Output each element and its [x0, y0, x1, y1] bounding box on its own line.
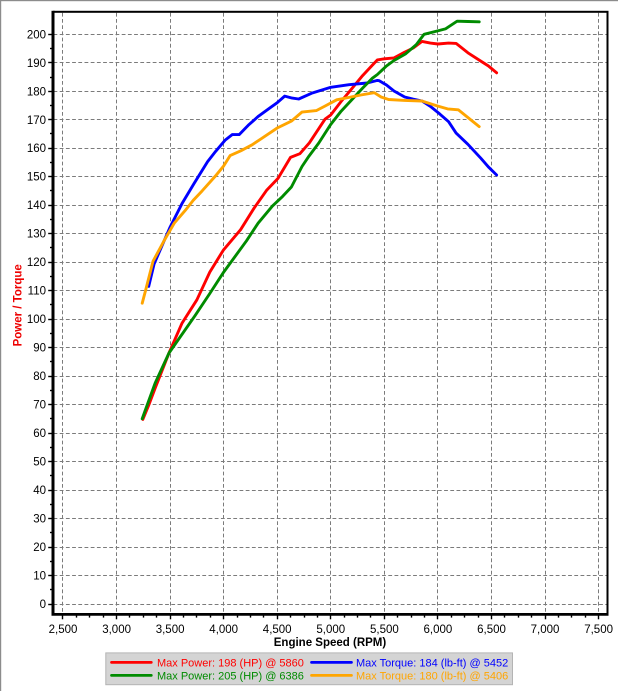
svg-text:50: 50	[33, 457, 46, 469]
svg-text:Engine Speed (RPM): Engine Speed (RPM)	[274, 637, 387, 649]
svg-text:4,500: 4,500	[263, 624, 292, 636]
svg-text:7,000: 7,000	[531, 624, 560, 636]
svg-text:120: 120	[27, 257, 46, 269]
svg-text:Max Power: 205 (HP) @ 6386: Max Power: 205 (HP) @ 6386	[157, 670, 304, 682]
svg-text:60: 60	[33, 428, 46, 440]
svg-text:90: 90	[33, 343, 46, 355]
svg-text:190: 190	[27, 58, 46, 70]
svg-text:3,500: 3,500	[156, 624, 185, 636]
svg-text:7,500: 7,500	[584, 624, 613, 636]
svg-text:10: 10	[33, 571, 46, 583]
svg-text:3,000: 3,000	[102, 624, 131, 636]
svg-text:160: 160	[27, 143, 46, 155]
svg-text:110: 110	[28, 286, 46, 298]
svg-text:6,000: 6,000	[424, 624, 453, 636]
svg-text:70: 70	[33, 400, 46, 412]
svg-text:30: 30	[33, 514, 46, 526]
svg-text:0: 0	[40, 599, 46, 611]
svg-text:130: 130	[27, 229, 46, 241]
svg-text:100: 100	[27, 314, 46, 326]
svg-text:Max Torque: 180 (lb-ft) @ 5406: Max Torque: 180 (lb-ft) @ 5406	[356, 670, 508, 682]
svg-text:20: 20	[33, 542, 46, 554]
svg-text:180: 180	[27, 86, 46, 98]
svg-text:6,500: 6,500	[477, 624, 506, 636]
svg-text:140: 140	[27, 200, 46, 212]
svg-text:4,000: 4,000	[209, 624, 238, 636]
svg-text:150: 150	[27, 172, 46, 184]
svg-text:Power / Torque: Power / Torque	[12, 264, 24, 346]
svg-text:2,500: 2,500	[49, 624, 78, 636]
svg-text:170: 170	[27, 115, 46, 127]
svg-text:Max Torque: 184 (lb-ft) @ 5452: Max Torque: 184 (lb-ft) @ 5452	[356, 657, 508, 669]
svg-text:5,500: 5,500	[370, 624, 399, 636]
svg-text:Max Power: 198 (HP) @ 5860: Max Power: 198 (HP) @ 5860	[157, 657, 304, 669]
svg-text:200: 200	[27, 29, 46, 41]
svg-text:80: 80	[33, 371, 46, 383]
svg-text:40: 40	[33, 485, 46, 497]
svg-text:5,000: 5,000	[316, 624, 345, 636]
